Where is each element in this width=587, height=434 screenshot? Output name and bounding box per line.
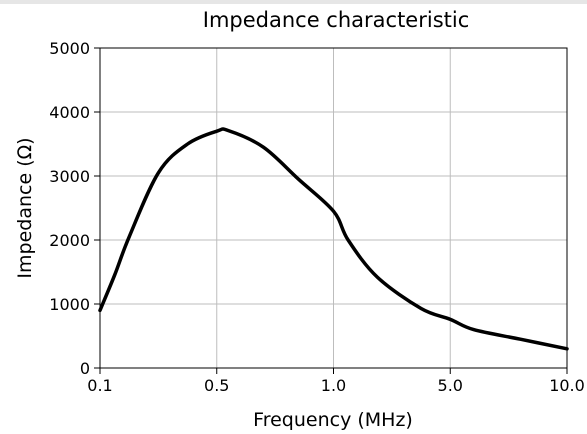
y-tick-label: 5000 xyxy=(49,39,90,58)
y-axis-ticks: 0 1000 2000 3000 4000 5000 xyxy=(49,39,100,378)
x-axis-ticks: 0.1 0.5 1.0 5.0 10.0 xyxy=(87,368,585,395)
y-tick-label: 0 xyxy=(80,359,90,378)
x-tick-label: 0.1 xyxy=(87,376,112,395)
y-axis-label: Impedance (Ω) xyxy=(14,137,36,278)
x-axis-label: Frequency (MHz) xyxy=(253,409,413,431)
x-tick-label: 0.5 xyxy=(204,376,229,395)
y-tick-label: 1000 xyxy=(49,295,90,314)
chart-title: Impedance characteristic xyxy=(203,8,470,32)
x-tick-label: 10.0 xyxy=(549,376,585,395)
y-tick-label: 3000 xyxy=(49,167,90,186)
grid xyxy=(99,47,568,369)
impedance-series-line xyxy=(98,127,569,351)
y-tick-label: 2000 xyxy=(49,231,90,250)
x-tick-label: 5.0 xyxy=(438,376,463,395)
y-tick-label: 4000 xyxy=(49,103,90,122)
top-edge-strip xyxy=(0,0,587,4)
x-tick-label: 1.0 xyxy=(321,376,346,395)
